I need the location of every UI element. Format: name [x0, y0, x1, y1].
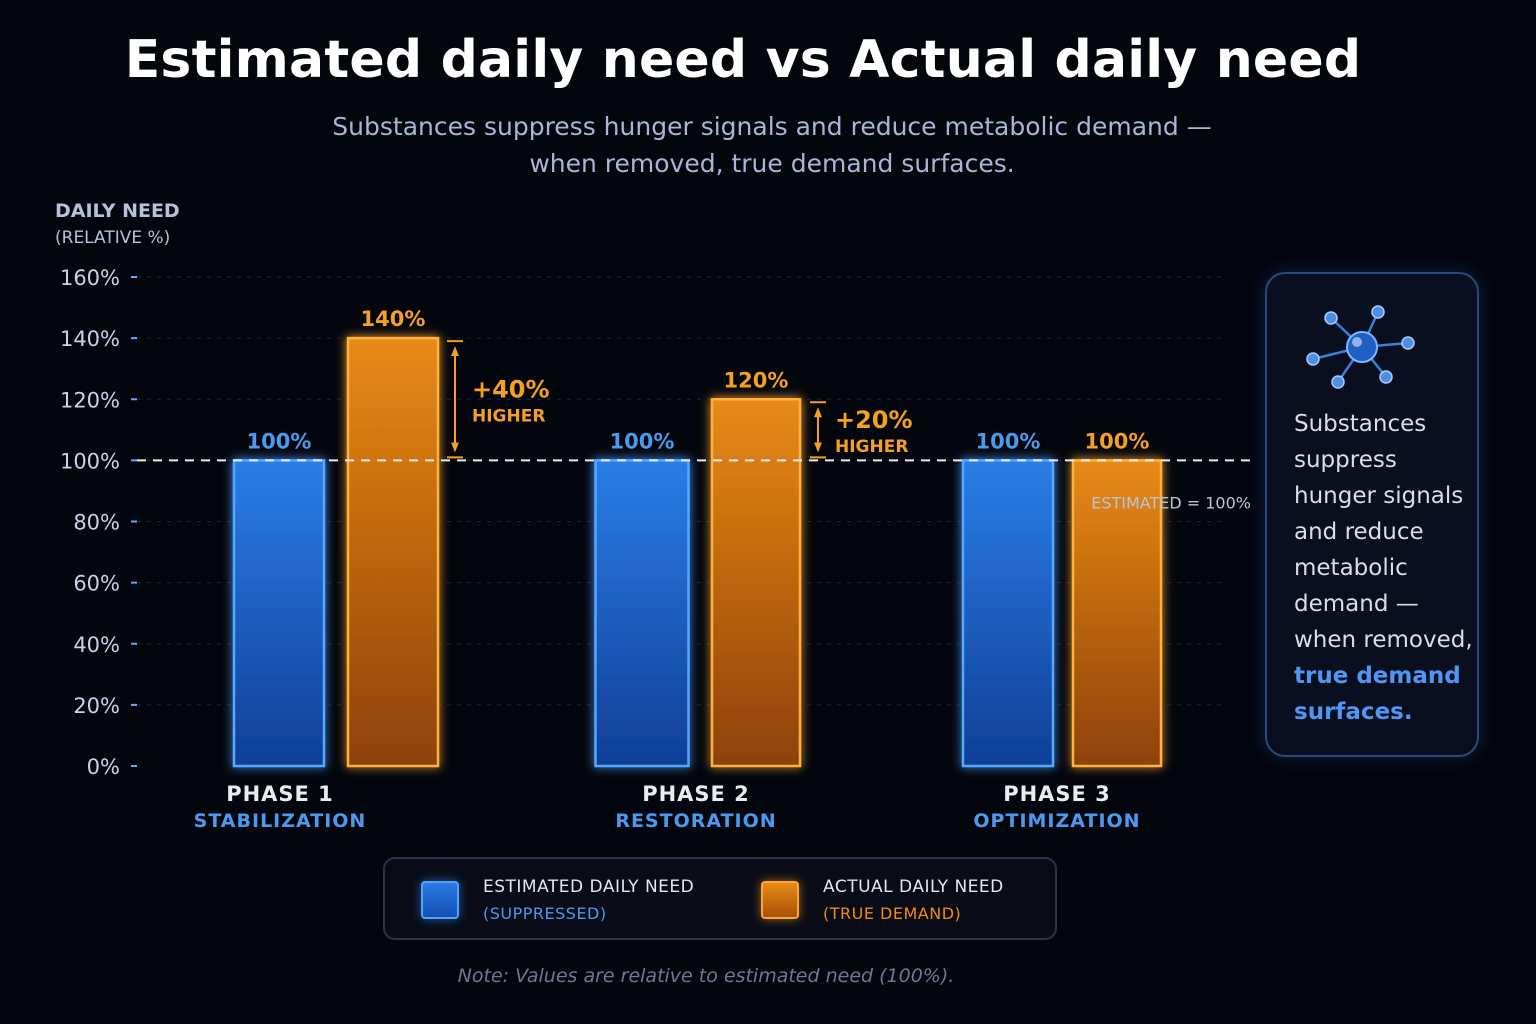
category-sublabel: OPTIMIZATION [973, 810, 1141, 832]
legend-swatch-blue [421, 881, 459, 919]
chart-legend: ESTIMATED DAILY NEED (SUPPRESSED) ACTUAL… [383, 857, 1057, 940]
y-tick-label: 160% [60, 266, 120, 290]
data-label: 100% [247, 429, 312, 453]
chart-note: Note: Values are relative to estimated n… [457, 965, 955, 987]
annotations: ESTIMATED = 100% +40% HIGHER +20% HIGHER [137, 340, 1253, 512]
y-tick-label: 20% [73, 694, 120, 718]
molecule-icon [1306, 305, 1415, 389]
difference-sublabel: HIGHER [835, 437, 908, 457]
legend-label: ACTUAL DAILY NEED [823, 877, 1004, 897]
data-label: 100% [610, 429, 675, 453]
info-box: Substances suppress hunger signals and r… [1265, 272, 1479, 757]
bar-estimated [594, 459, 690, 768]
phase-2-label: PHASE 2 RESTORATION [566, 782, 826, 832]
data-labels: 100% 100% 100% 140% 120% 100% [247, 307, 1150, 453]
axes [135, 277, 1225, 768]
subtitle-line-2: when removed, true demand surfaces. [529, 149, 1015, 178]
difference-sublabel: HIGHER [472, 406, 545, 426]
chart-subtitle: Substances suppress hunger signals and r… [272, 108, 1272, 182]
y-tick-label: 80% [73, 511, 120, 535]
bar-estimated [232, 459, 326, 768]
bar-estimated [961, 459, 1055, 768]
y-axis-title-unit: (RELATIVE %) [55, 228, 171, 248]
category-sublabel: RESTORATION [615, 810, 777, 832]
difference-label: +40% [472, 375, 550, 403]
bar-actual [346, 336, 440, 768]
y-tick-label: 60% [73, 572, 120, 596]
info-text-plain: Substances suppress hunger signals and r… [1294, 411, 1473, 653]
bar-actual [1071, 459, 1163, 768]
category-label: PHASE 2 [642, 782, 750, 806]
category-label: PHASE 3 [1003, 782, 1111, 806]
legend-sublabel: (TRUE DEMAND) [823, 904, 962, 923]
y-axis-ticks: 0% 20% 40% 60% 80% 100% 120% 140% 160% [60, 266, 137, 779]
difference-label: +20% [835, 406, 913, 434]
info-box-text: Substances suppress hunger signals and r… [1294, 406, 1474, 730]
bars [232, 336, 1163, 768]
chart-title: Estimated daily need vs Actual daily nee… [124, 30, 1362, 90]
legend-swatch-orange [761, 881, 799, 919]
data-label: 100% [976, 429, 1041, 453]
category-sublabel: STABILIZATION [193, 810, 367, 832]
legend-sublabel: (SUPPRESSED) [483, 904, 607, 923]
y-tick-label: 0% [87, 755, 120, 779]
y-tick-label: 40% [73, 633, 120, 657]
y-axis-title: DAILY NEED (RELATIVE %) [55, 198, 180, 252]
subtitle-line-1: Substances suppress hunger signals and r… [332, 112, 1212, 141]
info-text-highlight: true demand surfaces. [1294, 663, 1461, 725]
data-label: 120% [724, 368, 789, 392]
legend-label: ESTIMATED DAILY NEED [483, 877, 695, 897]
y-tick-label: 120% [60, 388, 120, 412]
reference-line-label: ESTIMATED = 100% [1091, 493, 1251, 512]
phase-3-label: PHASE 3 OPTIMIZATION [927, 782, 1187, 832]
data-label: 140% [361, 307, 426, 331]
y-tick-label: 140% [60, 327, 120, 351]
y-tick-label: 100% [60, 449, 120, 473]
y-axis-title-main: DAILY NEED [55, 200, 180, 222]
phase-1-label: PHASE 1 STABILIZATION [150, 782, 410, 832]
data-label: 100% [1085, 429, 1150, 453]
category-label: PHASE 1 [226, 782, 334, 806]
bar-actual [710, 398, 802, 768]
